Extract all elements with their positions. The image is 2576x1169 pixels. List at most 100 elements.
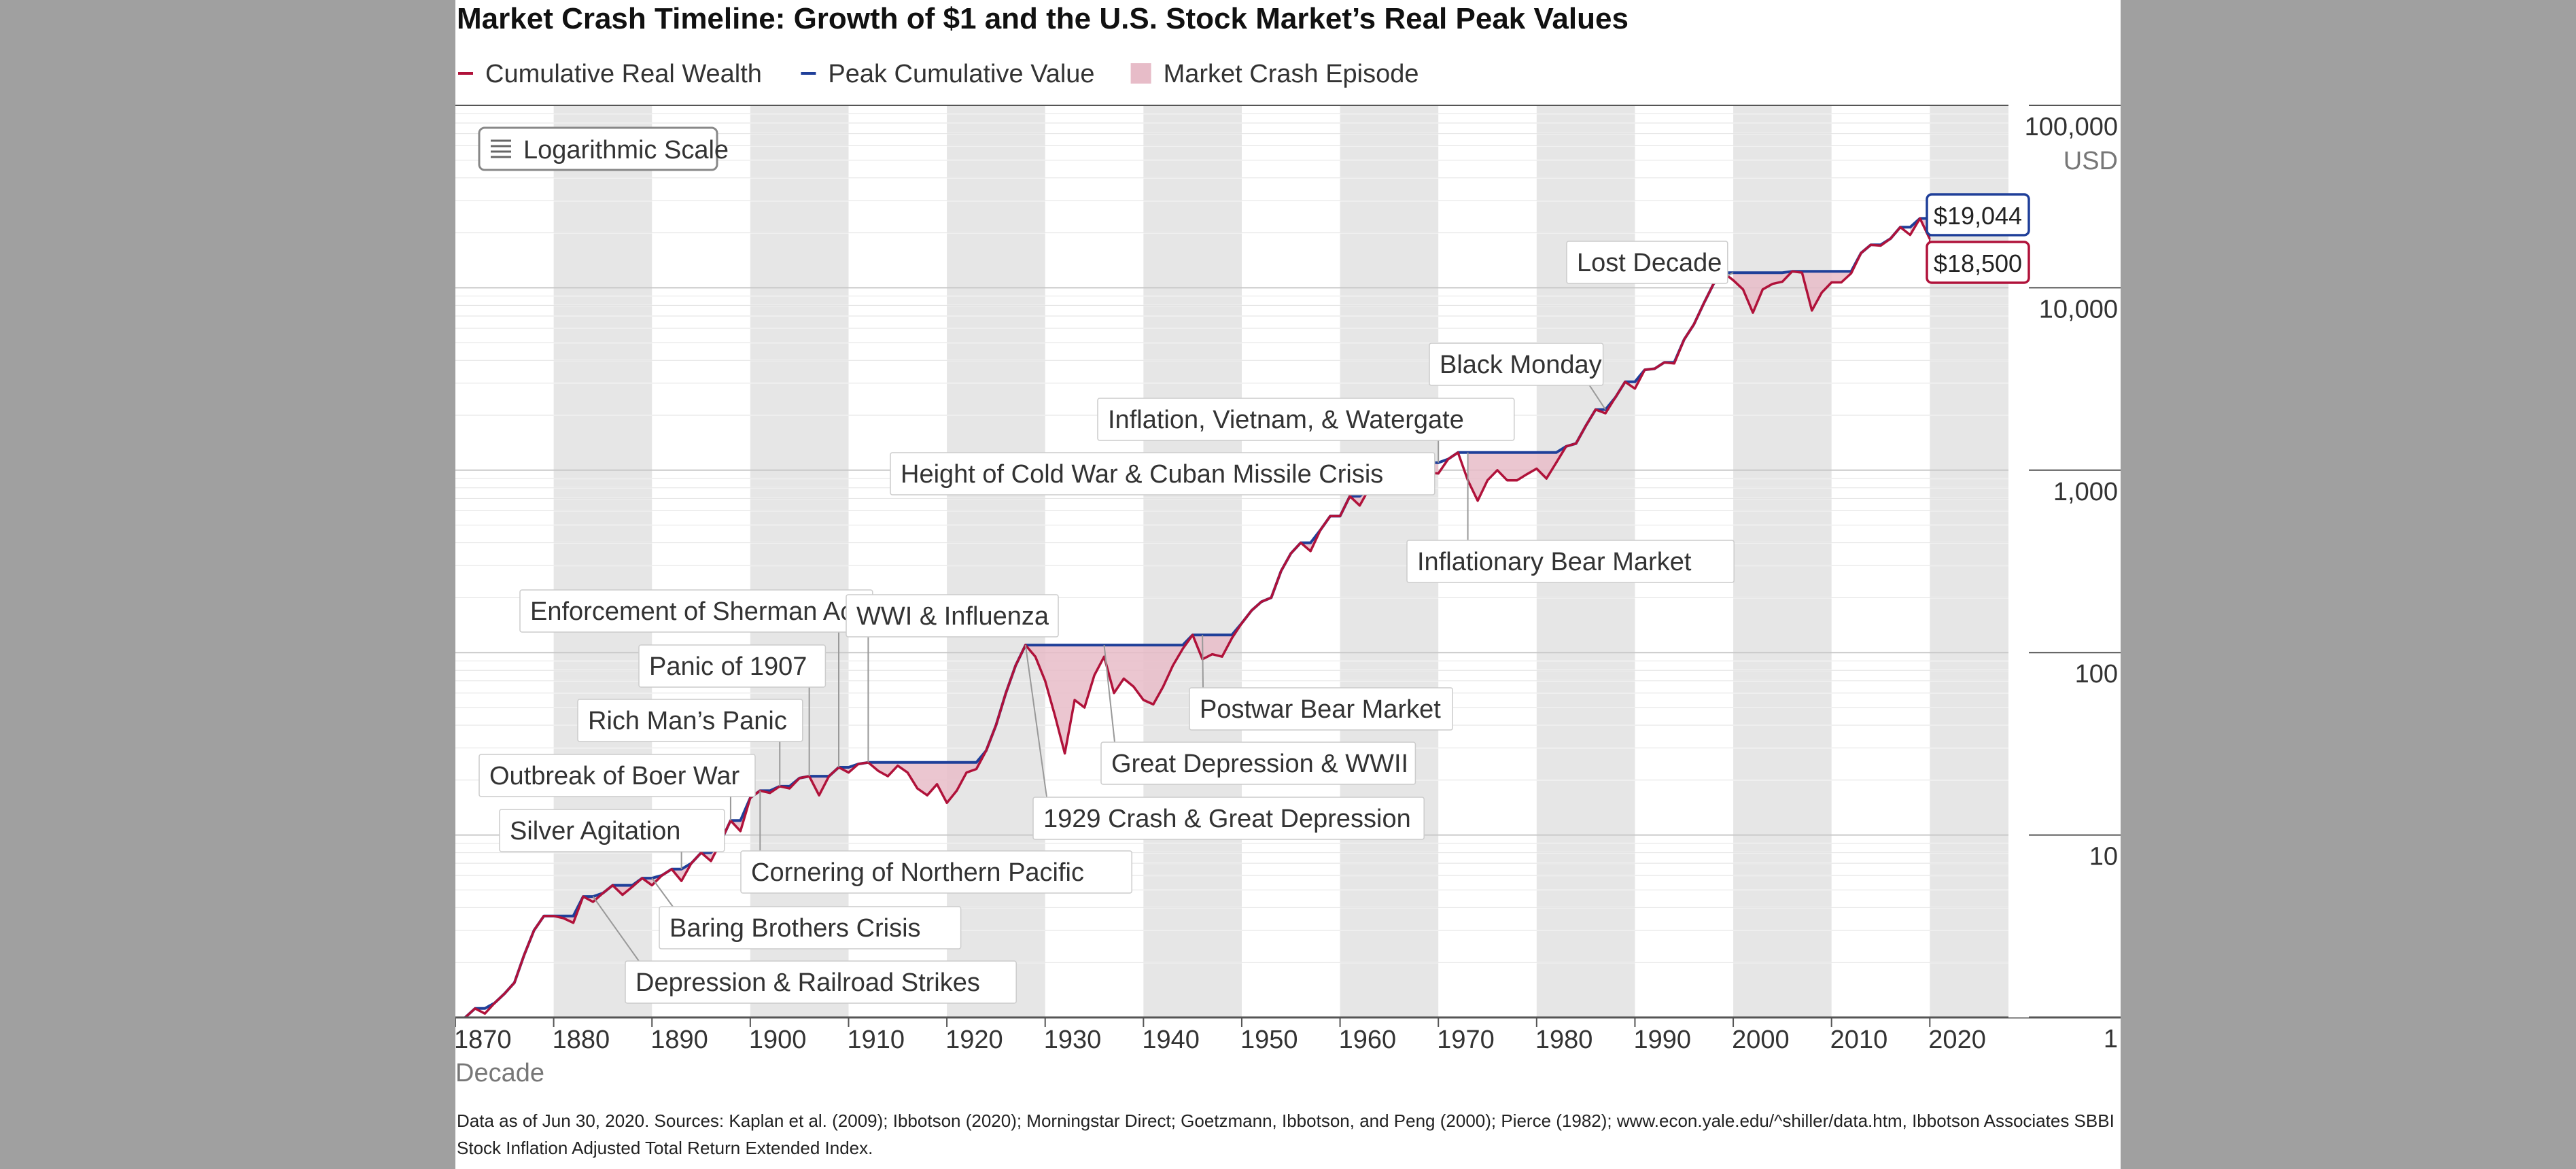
annotation-label: Enforcement of Sherman Act <box>530 597 860 626</box>
decade-band <box>1143 105 1242 1017</box>
annotation-label: Inflation, Vietnam, & Watergate <box>1108 406 1464 434</box>
annotation-label: Black Monday <box>1440 351 1602 379</box>
annotation-callout: Lost Decade <box>1566 241 1734 284</box>
annotation-callout: Panic of 1907 <box>638 644 826 777</box>
annotation-label: Outbreak of Boer War <box>489 762 740 790</box>
annotation-label: Cornering of Northern Pacific <box>751 858 1084 887</box>
annotation-leader <box>1103 644 1115 743</box>
annotation-callout: Black Monday <box>1429 343 1606 411</box>
annotation-box <box>638 644 826 688</box>
scale-button-frame <box>478 126 718 171</box>
y-tick-label: 100 <box>2075 660 2118 688</box>
annotation-label: Postwar Bear Market <box>1200 695 1441 724</box>
annotation-box <box>1097 398 1515 441</box>
legend-label: Cumulative Real Wealth <box>485 60 762 88</box>
footnote-line-1: Data as of Jun 30, 2020. Sources: Kaplan… <box>457 1111 2121 1131</box>
x-tick-label: 1880 <box>553 1026 610 1054</box>
end-label-box <box>1926 193 2030 237</box>
chart-panel: Market Crash Timeline: Growth of $1 and … <box>455 0 2121 1169</box>
annotation-box <box>1406 540 1735 583</box>
x-tick-label: 1960 <box>1339 1026 1397 1054</box>
end-value-label: $19,044 <box>1926 193 2030 237</box>
y-tick-label: 10,000 <box>2039 295 2118 324</box>
annotation-callout: Depression & Railroad Strikes <box>592 896 1017 1004</box>
x-tick-label: 1910 <box>847 1026 905 1054</box>
crash-episode-area <box>730 797 750 831</box>
x-tick-label: 1920 <box>945 1026 1003 1054</box>
x-tick-label: 2020 <box>1928 1026 1986 1054</box>
x-tick-label: 1930 <box>1044 1026 1102 1054</box>
end-label-text: $19,044 <box>1934 202 2022 230</box>
annotation-box <box>740 850 1132 894</box>
annotation-callout: Inflation, Vietnam, & Watergate <box>1097 398 1515 463</box>
annotation-label: Silver Agitation <box>510 817 680 845</box>
annotation-box <box>1566 241 1728 284</box>
x-tick-label: 2000 <box>1732 1026 1790 1054</box>
annotation-label: Inflationary Bear Market <box>1417 548 1692 576</box>
annotation-box <box>1429 343 1604 386</box>
annotation-box <box>846 594 1059 638</box>
annotation-label: Rich Man’s Panic <box>588 707 787 735</box>
legend-label: Market Crash Episode <box>1164 60 1419 88</box>
end-label-box <box>1926 241 2030 284</box>
real-wealth-line <box>464 217 1931 1019</box>
annotation-callout: Silver Agitation <box>499 809 725 869</box>
x-tick-label: 1940 <box>1142 1026 1200 1054</box>
annotation-box <box>1100 741 1416 785</box>
annotation-box <box>478 754 756 797</box>
annotation-label: Lost Decade <box>1577 249 1722 277</box>
annotation-leader <box>651 877 674 907</box>
legend: Cumulative Real Wealth Peak Cumulative Va… <box>458 60 1419 88</box>
annotation-leader <box>592 896 640 962</box>
annotation-callout: WWI & Influenza <box>846 594 1059 763</box>
decade-band <box>553 105 652 1017</box>
crash-episode-area <box>1733 253 1862 313</box>
x-tick-label: 2010 <box>1830 1026 1888 1054</box>
annotation-box <box>659 906 962 949</box>
annotation-box <box>890 452 1435 495</box>
logarithmic-scale-button[interactable]: Logarithmic Scale <box>478 126 729 171</box>
x-tick-label: 1870 <box>455 1026 512 1054</box>
x-tick-label: 1900 <box>749 1026 807 1054</box>
annotation-box <box>499 809 725 852</box>
y-tick-label: 100,000 <box>2025 113 2118 141</box>
annotation-leader <box>1588 385 1606 411</box>
annotation-callout: Outbreak of Boer War <box>478 754 756 821</box>
chart-svg: Market Crash Timeline: Growth of $1 and … <box>455 2 2121 1158</box>
annotation-label: Panic of 1907 <box>649 652 807 681</box>
x-axis-title: Decade <box>455 1059 544 1087</box>
annotation-box <box>625 960 1017 1004</box>
legend-item: Market Crash Episode <box>1130 60 1419 88</box>
annotation-label: Great Depression & WWII <box>1111 750 1408 778</box>
annotation-callout: Great Depression & WWII <box>1100 644 1416 785</box>
x-tick-label: 1990 <box>1633 1026 1691 1054</box>
annotation-label: Baring Brothers Crisis <box>669 914 921 943</box>
annotation-label: WWI & Influenza <box>856 602 1049 631</box>
annotation-callout: Height of Cold War & Cuban Missile Crisi… <box>890 452 1435 495</box>
crash-episode-area <box>1467 425 1586 501</box>
footnote-line-2: Stock Inflation Adjusted Total Return Ex… <box>457 1138 873 1158</box>
annotation-callout: Rich Man’s Panic <box>577 699 803 786</box>
axes: 100,000 10,000 1,000 100 10 1 USD 1870 1880 1890 1… <box>455 104 2121 1087</box>
x-tick-label: 1890 <box>650 1026 708 1054</box>
legend-item: Cumulative Real Wealth <box>458 60 762 88</box>
annotation-label: 1929 Crash & Great Depression <box>1043 805 1411 833</box>
crash-episode-area <box>1192 623 1242 659</box>
end-label-text: $18,500 <box>1934 249 2022 277</box>
end-value-label: $18,500 <box>1926 239 2030 284</box>
x-tick-label: 1970 <box>1437 1026 1495 1054</box>
annotation-box <box>577 699 803 742</box>
annotation-callout: Cornering of Northern Pacific <box>740 790 1132 894</box>
chart-title: Market Crash Timeline: Growth of $1 and … <box>457 2 1629 35</box>
annotation-callout: 1929 Crash & Great Depression <box>1024 644 1425 840</box>
annotation-callout: Enforcement of Sherman Act <box>519 589 873 768</box>
legend-item: Peak Cumulative Value <box>801 60 1095 88</box>
annotation-leader <box>1202 635 1204 688</box>
legend-swatch-area <box>1130 63 1151 84</box>
series-lines <box>464 217 1931 1019</box>
annotation-callout: Postwar Bear Market <box>1189 635 1453 731</box>
list-lines-icon <box>491 139 511 158</box>
annotation-callout: Inflationary Bear Market <box>1406 452 1735 583</box>
y-tick-label: 1 <box>2104 1025 2118 1053</box>
annotation-label: Depression & Railroad Strikes <box>636 969 980 997</box>
